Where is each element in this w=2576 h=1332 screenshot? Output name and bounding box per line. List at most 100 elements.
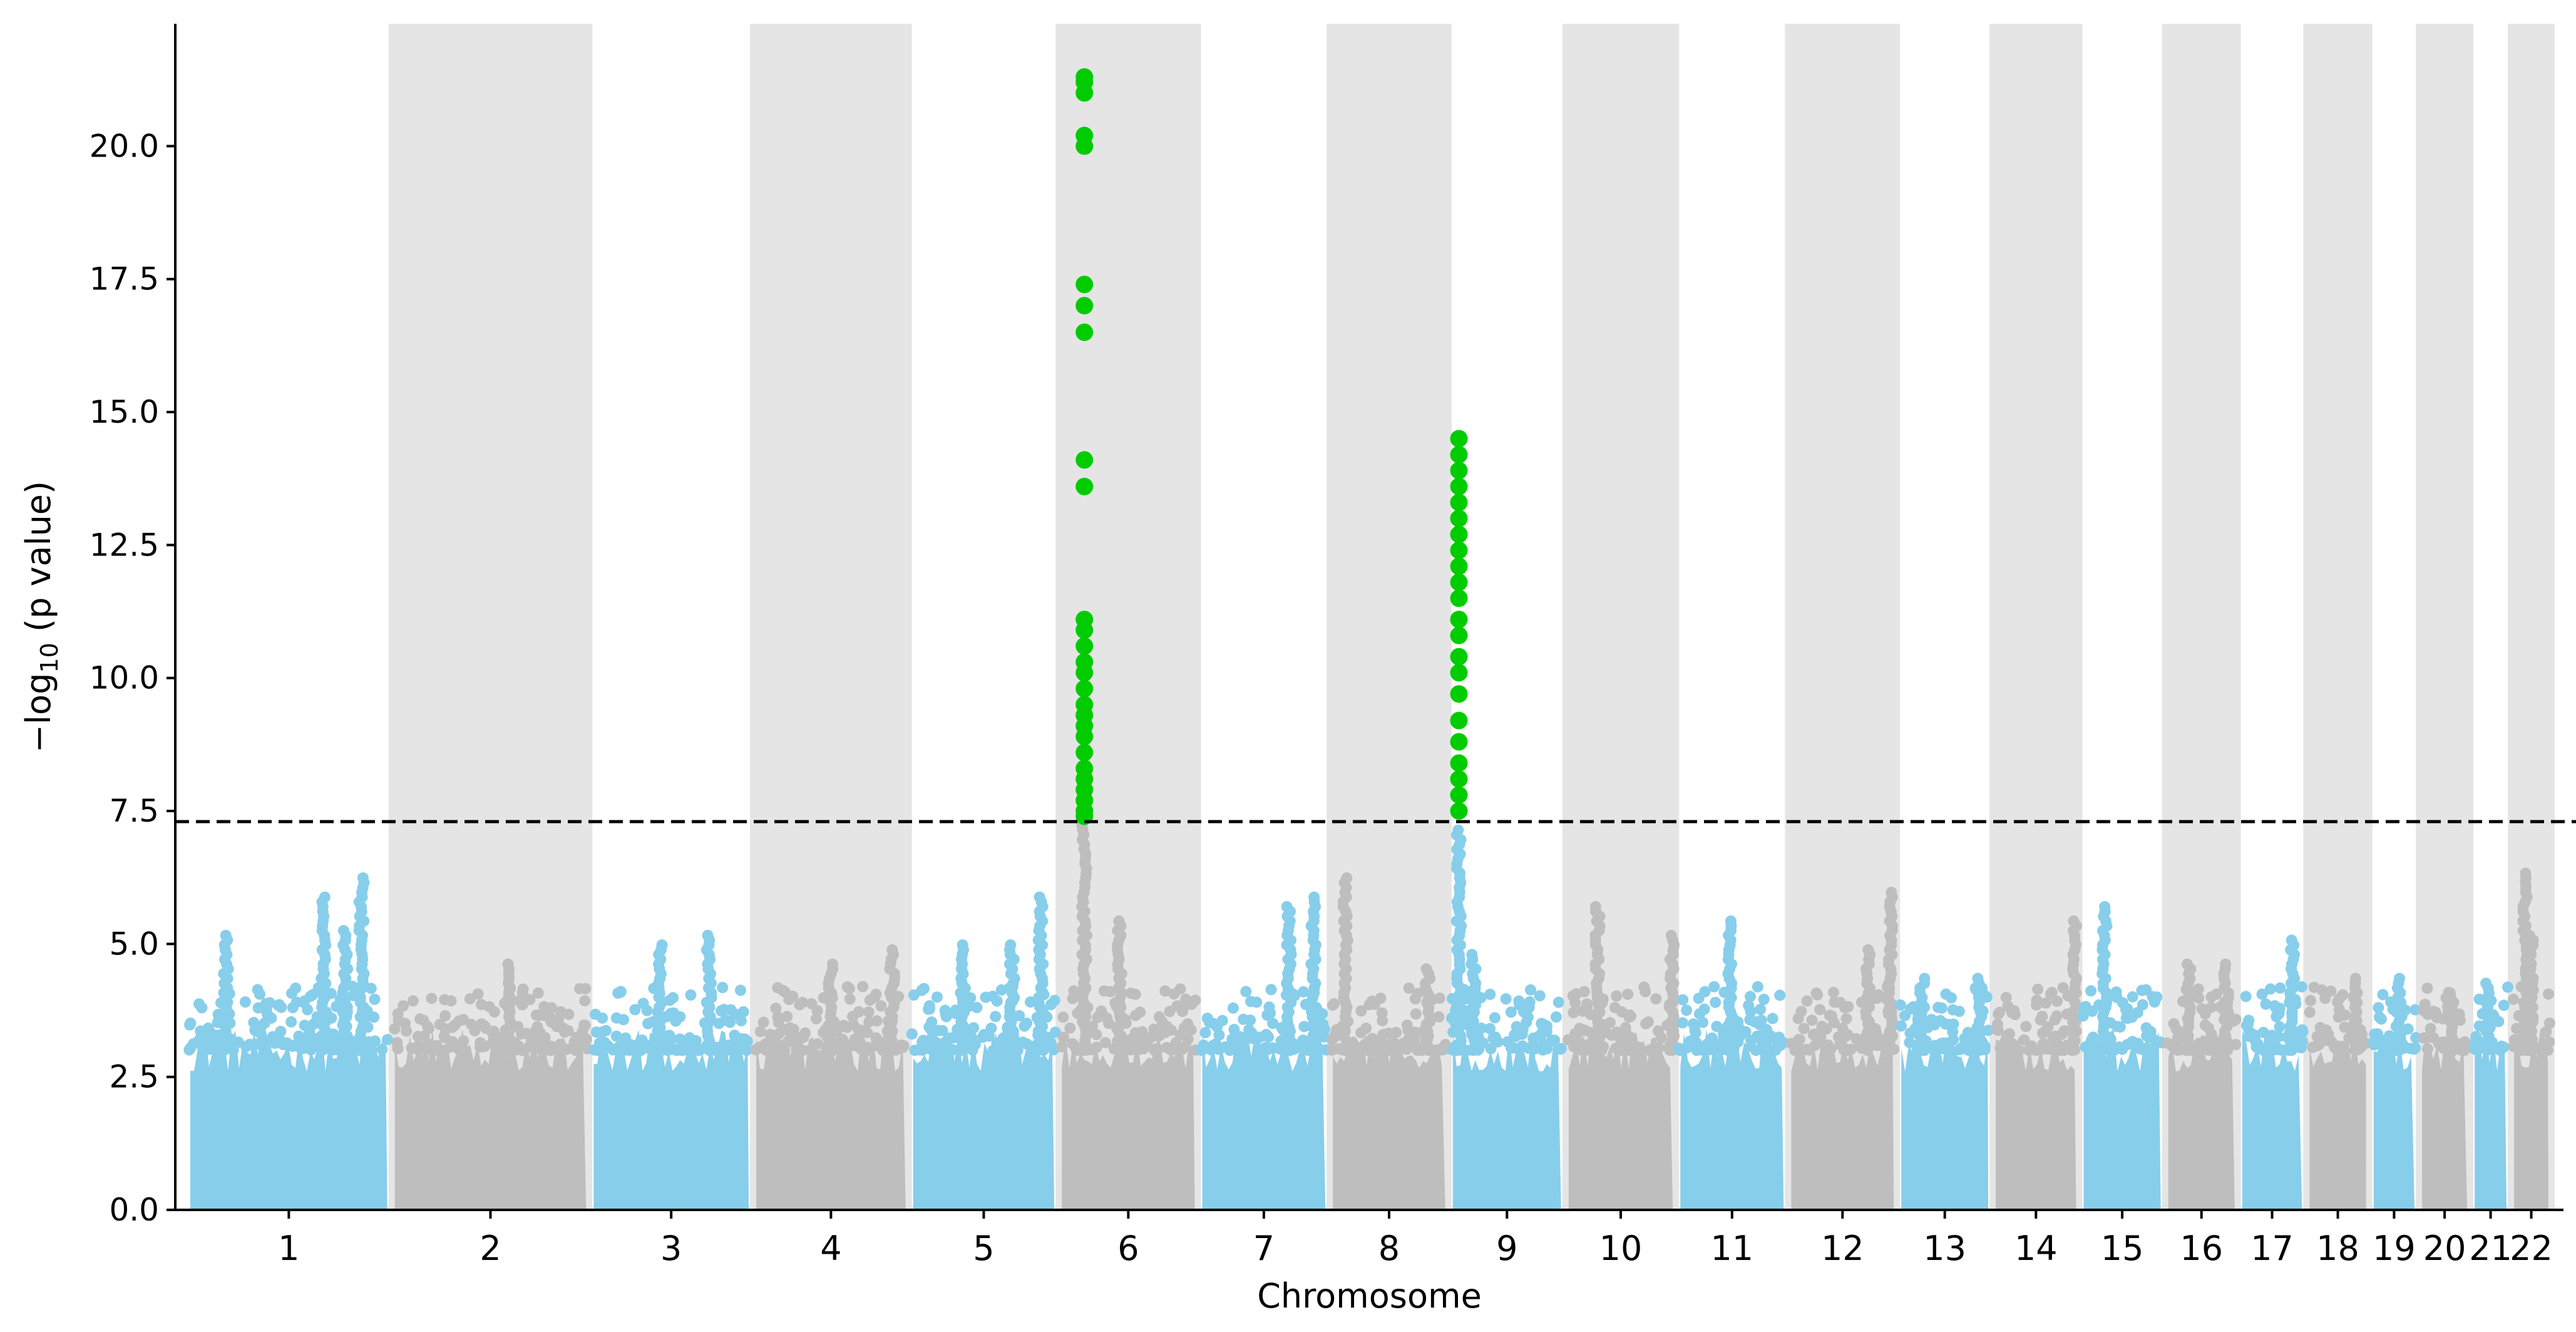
snp-point (804, 1045, 816, 1056)
snp-point (1708, 1044, 1720, 1056)
x-tick-label-10: 10 (1599, 1229, 1643, 1268)
significant-snp-point (1450, 786, 1468, 804)
snp-point (196, 1002, 208, 1014)
snp-point (2240, 991, 2252, 1003)
snp-point (2274, 982, 2286, 994)
snp-point (525, 1038, 537, 1050)
snp-point (2120, 1012, 2132, 1024)
snp-body-3 (593, 1030, 749, 1210)
snp-point (2269, 1000, 2281, 1012)
snp-point (2057, 982, 2069, 994)
snp-point (596, 1026, 608, 1038)
snp-point (1806, 1014, 1818, 1026)
snp-point (1326, 1044, 1338, 1056)
snp-point (1199, 1026, 1211, 1038)
snp-point (957, 939, 968, 951)
snp-point (1570, 1034, 1582, 1046)
snp-point (670, 1015, 682, 1027)
snp-point (737, 1042, 749, 1054)
snp-point (971, 1001, 983, 1013)
snp-point (220, 929, 232, 941)
significant-snp-point (1075, 323, 1094, 341)
snp-point (1328, 998, 1340, 1009)
chromosome-snps-15 (2077, 901, 2168, 1210)
snp-point (2274, 1021, 2286, 1033)
snp-point (2246, 1028, 2258, 1040)
snp-point (864, 994, 876, 1006)
snp-point (1502, 1036, 1514, 1048)
snp-point (2032, 983, 2044, 995)
significant-snp-point (1450, 626, 1468, 644)
snp-point (185, 1017, 197, 1029)
snp-point (1815, 1031, 1827, 1043)
snp-point (290, 996, 302, 1008)
snp-point (2257, 1026, 2269, 1038)
snp-point (918, 1035, 929, 1046)
snp-point (544, 1011, 556, 1023)
snp-point (2319, 993, 2331, 1004)
snp-point (2305, 994, 2316, 1006)
snp-point (1172, 1044, 1184, 1056)
snp-point (287, 1040, 299, 1052)
snp-point (1677, 994, 1689, 1006)
snp-point (2039, 1026, 2051, 1038)
snp-point (806, 998, 818, 1009)
snp-point (1947, 1004, 1959, 1016)
snp-point (1604, 1017, 1616, 1028)
snp-point (297, 1043, 309, 1055)
significant-snps (1075, 68, 1468, 825)
snp-point (2136, 1043, 2147, 1055)
snp-point (1244, 1014, 1256, 1026)
snp-point (2147, 991, 2158, 1003)
snp-point (1403, 982, 1415, 994)
snp-point (1090, 1029, 1102, 1040)
snp-point (2004, 1028, 2015, 1040)
snp-point (1360, 1023, 1372, 1034)
snp-point (857, 981, 869, 993)
snp-point (1013, 1009, 1025, 1021)
snp-point (337, 925, 349, 937)
snp-point (1402, 1034, 1414, 1046)
snp-point (1620, 1028, 1632, 1039)
snp-point (2141, 1030, 2153, 1041)
significant-snp-point (1450, 648, 1468, 666)
y-tick-label: 7.5 (109, 793, 159, 829)
snp-point (2296, 981, 2307, 993)
snp-point (2321, 1024, 2332, 1036)
snp-point (2394, 973, 2405, 984)
snp-point (302, 1004, 314, 1016)
snp-point (1961, 1033, 1973, 1045)
snp-body-16 (2168, 1033, 2235, 1210)
snp-point (2181, 958, 2193, 970)
snp-point (439, 1031, 451, 1043)
snp-point (968, 1022, 980, 1034)
snp-point (2404, 1043, 2416, 1055)
snp-point (1355, 1005, 1367, 1017)
snp-point (2297, 1035, 2309, 1047)
snp-point (863, 1006, 875, 1018)
snp-point (1822, 1039, 1834, 1051)
snp-point (1574, 1023, 1586, 1035)
chromosome-snps-4 (750, 944, 910, 1210)
snp-point (2051, 995, 2063, 1007)
y-axis-title-subscript: 10 (36, 643, 63, 673)
y-axis-title: −log10 (p value) (19, 481, 63, 753)
x-tick-label-22: 22 (2510, 1229, 2553, 1268)
snp-point (439, 994, 451, 1006)
snp-point (553, 1013, 565, 1025)
x-tick-label-8: 8 (1378, 1229, 1400, 1268)
snp-point (252, 1002, 264, 1014)
x-tick-label-9: 9 (1496, 1229, 1517, 1268)
snp-point (1308, 891, 1320, 903)
snp-point (1991, 1024, 2003, 1035)
snp-point (2421, 983, 2433, 994)
snp-point (1792, 1013, 1804, 1025)
snp-point (369, 1035, 381, 1047)
x-tick-label-21: 21 (2469, 1229, 2512, 1268)
snp-body-20 (2422, 1030, 2468, 1210)
snp-point (2542, 1045, 2553, 1056)
snp-point (579, 1041, 591, 1053)
chromosome-snps-11 (1673, 915, 1790, 1210)
significant-snp-point (1450, 754, 1468, 772)
snp-point (1537, 1044, 1549, 1056)
